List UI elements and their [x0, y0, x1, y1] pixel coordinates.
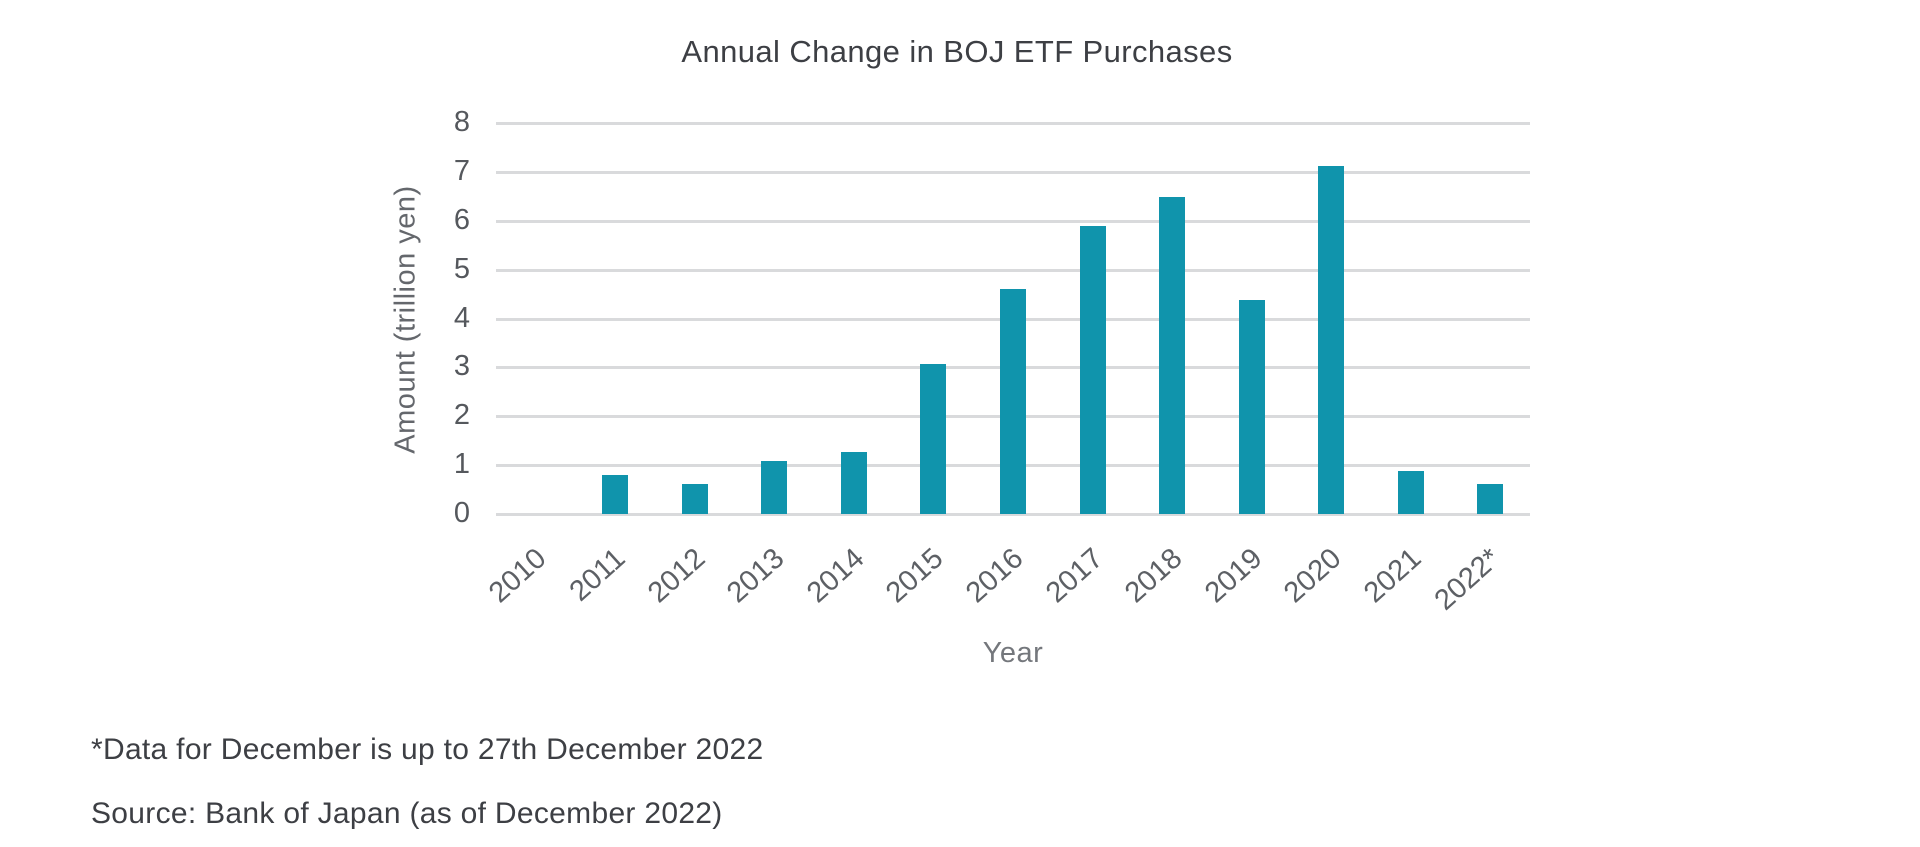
bar-2022	[1477, 483, 1504, 514]
y-tick-label: 0	[453, 497, 470, 529]
y-tick-label: 2	[453, 399, 470, 432]
x-tick-label: 2013	[721, 542, 791, 610]
y-tick-label: 6	[453, 203, 470, 236]
x-tick-label: 2012	[641, 542, 712, 610]
x-tick-label: 2010	[482, 542, 553, 610]
footnote-asterisk: *Data for December is up to 27th Decembe…	[91, 733, 764, 766]
gridline	[496, 268, 1530, 272]
x-axis-title: Year	[982, 637, 1044, 669]
plot-area: 0 1 2 3 4 5 6 7 8 2010 2011 2012 2013 2014 2015 2016 201…	[454, 108, 1530, 617]
y-tick-label: 1	[453, 448, 470, 481]
x-tick-label: 2011	[563, 542, 632, 608]
bar-2013	[761, 461, 788, 514]
gridline	[496, 170, 1530, 174]
bar-2017	[1079, 225, 1106, 514]
gridline	[496, 219, 1530, 223]
x-tick-label: 2014	[800, 542, 871, 610]
x-tick-label: 2016	[960, 542, 1030, 610]
bar-2012	[681, 483, 708, 514]
y-tick-label: 5	[453, 252, 470, 285]
bar-2011	[602, 474, 629, 514]
chart-title: Annual Change in BOJ ETF Purchases	[681, 34, 1233, 69]
bar-2020	[1318, 166, 1345, 514]
bar-2015	[920, 364, 947, 514]
footnote-source: Source: Bank of Japan (as of December 20…	[91, 797, 723, 830]
gridline	[496, 513, 1530, 516]
x-tick-label: 2021	[1357, 542, 1428, 610]
y-tick-label: 4	[453, 301, 470, 334]
y-tick-label: 3	[453, 350, 470, 383]
x-tick-label: 2019	[1198, 542, 1268, 610]
y-tick-label: 7	[453, 154, 470, 187]
bar-2021	[1397, 471, 1424, 514]
x-tick-label: 2020	[1278, 542, 1348, 610]
bar-2018	[1159, 197, 1186, 514]
bar-2016	[1000, 289, 1026, 514]
gridline	[496, 122, 1530, 125]
x-tick-label: 2022*	[1428, 542, 1507, 617]
x-tick-label: 2015	[880, 542, 950, 610]
y-tick-label: 8	[453, 106, 470, 138]
bar-2014	[840, 451, 867, 514]
x-tick-label: 2017	[1039, 542, 1109, 610]
bar-2019	[1238, 300, 1265, 514]
x-tick-label: 2018	[1119, 542, 1189, 610]
